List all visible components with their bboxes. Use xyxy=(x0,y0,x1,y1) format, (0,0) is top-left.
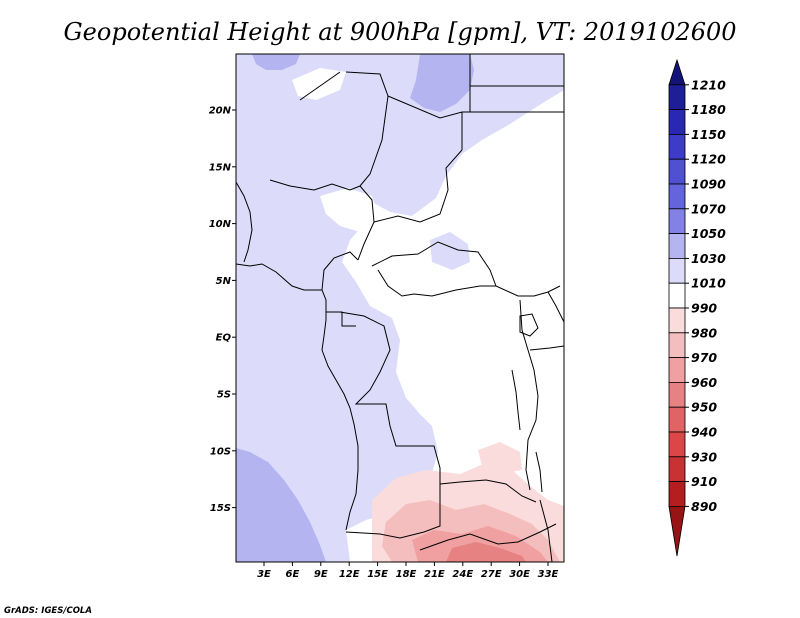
border-southeast xyxy=(539,499,553,562)
lon-tick-label: 15E xyxy=(367,569,388,580)
colorbar-label: 980 xyxy=(691,325,717,340)
lon-tick-label: 9E xyxy=(314,569,328,580)
colorbar-swatch xyxy=(668,431,686,458)
colorbar-swatch xyxy=(668,332,686,358)
colorbar-label: 1180 xyxy=(691,102,726,117)
colorbar-swatch xyxy=(668,505,686,557)
lon-tick-label: 6E xyxy=(286,569,300,580)
colorbar-label: 1090 xyxy=(691,177,726,192)
field-band-1010-north xyxy=(292,68,346,100)
colorbar-swatch xyxy=(668,456,686,482)
map-frame xyxy=(235,53,565,563)
lake-tanganyika xyxy=(511,369,521,431)
colorbar-swatch xyxy=(668,381,686,408)
colorbar-label: 1050 xyxy=(691,226,726,241)
colorbar-label: 950 xyxy=(691,400,717,415)
lat-tick-label: 15S xyxy=(210,503,231,514)
colorbar-label: 1030 xyxy=(691,251,726,266)
field-band-1010-sahel xyxy=(320,188,378,232)
lon-tick-label: 30E xyxy=(509,569,530,580)
colorbar-swatch xyxy=(668,481,686,507)
colorbar-label: 990 xyxy=(691,301,717,316)
colorbar-swatch xyxy=(668,109,686,135)
colorbar-label: 910 xyxy=(691,474,717,489)
field-band-960 xyxy=(446,542,526,562)
lake-malawi xyxy=(535,451,543,493)
border-angola xyxy=(345,484,441,539)
border-east-2 xyxy=(547,291,564,323)
lat-tick-label: 20N xyxy=(209,106,232,117)
colorbar-swatch xyxy=(668,183,686,210)
colorbar-swatch xyxy=(668,406,686,433)
border-sahel-3 xyxy=(373,149,463,223)
border-north-2 xyxy=(299,71,341,101)
border-north-1 xyxy=(345,71,389,187)
colorbar-label: 970 xyxy=(691,350,717,365)
colorbar-swatch xyxy=(668,233,686,259)
latitude-axis: 20N 15N 10N 5N EQ 5S 10S 15S xyxy=(209,106,236,514)
border-south xyxy=(419,523,557,551)
lat-tick-label: 15N xyxy=(209,162,232,173)
colorbar-label: 1070 xyxy=(691,201,726,216)
colorbar-swatch xyxy=(668,357,686,383)
colorbar-swatch xyxy=(668,158,686,185)
border-central-2 xyxy=(377,269,496,297)
map-coastlines-borders xyxy=(236,54,564,562)
border-gabon xyxy=(326,311,356,327)
colorbar: 1210 1180 1150 1120 1090 1070 1050 1030 1010 990 9… xyxy=(668,58,726,557)
lat-tick-label: 5S xyxy=(217,390,231,401)
grads-credit: GrADS: IGES/COLA xyxy=(4,606,92,616)
colorbar-swatch xyxy=(668,133,686,160)
colorbar-swatch xyxy=(668,84,686,111)
border-north-3 xyxy=(387,95,463,150)
field-band-1050-ocean xyxy=(236,448,326,562)
colorbar-label: 1150 xyxy=(691,127,726,142)
colorbar-label: 930 xyxy=(691,449,717,464)
lon-tick-label: 18E xyxy=(396,569,417,580)
field-band-1050-nw xyxy=(252,54,300,70)
coastline-west-africa xyxy=(236,263,359,531)
colorbar-label: 890 xyxy=(691,499,717,514)
border-zambia xyxy=(439,479,537,503)
lon-tick-label: 21E xyxy=(424,569,445,580)
lon-tick-label: 12E xyxy=(339,569,360,580)
colorbar-label: 960 xyxy=(691,375,717,390)
lon-tick-label: 33E xyxy=(538,569,559,580)
figure-title: Geopotential Height at 900hPa [gpm], VT:… xyxy=(64,18,737,46)
lat-tick-label: 10N xyxy=(209,219,232,230)
lat-tick-label: EQ xyxy=(216,333,232,344)
colorbar-swatch xyxy=(668,208,686,235)
border-east xyxy=(519,299,539,491)
colorbar-label: 1010 xyxy=(691,276,726,291)
longitude-axis: 3E 6E 9E 12E 15E 18E 21E 24E 27E 30E 33E xyxy=(257,562,559,580)
colorbar-swatch xyxy=(668,58,686,86)
lon-tick-label: 24E xyxy=(452,569,473,580)
lat-tick-label: 5N xyxy=(216,276,232,287)
border-sahel-1 xyxy=(269,179,361,191)
border-central-1 xyxy=(371,241,561,297)
lake-victoria xyxy=(519,313,539,337)
coastline-northwest xyxy=(236,181,253,263)
colorbar-label: 1120 xyxy=(691,152,726,167)
lat-tick-label: 10S xyxy=(210,446,231,457)
field-band-1050-north xyxy=(410,54,474,112)
field-band-990-east xyxy=(478,442,522,474)
field-band-1030-intrusion xyxy=(430,232,470,270)
lon-tick-label: 27E xyxy=(481,569,502,580)
lon-tick-label: 3E xyxy=(257,569,271,580)
border-congo xyxy=(339,311,441,490)
colorbar-swatch xyxy=(668,282,686,309)
field-band-1030-west xyxy=(346,404,392,512)
colorbar-label: 940 xyxy=(691,425,717,440)
colorbar-swatch xyxy=(668,257,686,284)
colorbar-swatch xyxy=(668,307,686,334)
border-tanzania xyxy=(529,345,564,351)
border-cameroon xyxy=(321,251,359,291)
colorbar-label: 1210 xyxy=(691,77,726,92)
field-band-1010 xyxy=(342,90,564,562)
map-panel: 20N 15N 10N 5N EQ 5S 10S 15S 3E 6E 9E 12E 15E 18E 21E… xyxy=(209,53,565,580)
